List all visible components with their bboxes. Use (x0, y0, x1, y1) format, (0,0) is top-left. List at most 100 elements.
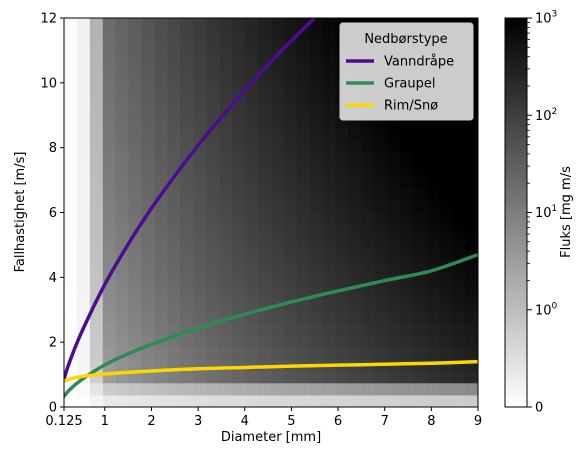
heatmap-cell (452, 163, 466, 177)
heatmap-cell (180, 200, 194, 214)
heatmap-cell (141, 54, 156, 68)
x-tick-label: 7 (381, 414, 389, 429)
heatmap-cell (102, 188, 117, 201)
heatmap-cell (258, 382, 272, 396)
heatmap-cell (400, 261, 414, 274)
heatmap-cell (296, 261, 311, 274)
heatmap-cell (89, 18, 104, 31)
heatmap-cell (219, 163, 233, 177)
heatmap-cell (154, 54, 169, 68)
heatmap-cell (413, 212, 427, 226)
heatmap-cell (296, 382, 311, 396)
heatmap-cell (193, 334, 207, 347)
heatmap-cell (309, 309, 324, 323)
heatmap-cell (245, 127, 259, 141)
heatmap-cell (167, 103, 182, 116)
heatmap-cell (322, 224, 337, 238)
heatmap-cell (219, 30, 233, 43)
heatmap-cell (465, 224, 478, 238)
heatmap-cell (296, 139, 311, 153)
heatmap-cell (439, 176, 453, 189)
heatmap-cell (141, 139, 156, 153)
heatmap-cell (348, 139, 363, 153)
heatmap-cell (335, 370, 350, 384)
heatmap-cell (296, 285, 311, 299)
heatmap-cell (89, 224, 104, 238)
heatmap-cell (322, 163, 337, 177)
heatmap-cell (374, 163, 389, 177)
heatmap-cell (76, 346, 91, 359)
heatmap-cell (206, 151, 220, 165)
heatmap-cell (76, 163, 91, 177)
heatmap-cell (452, 139, 466, 153)
heatmap-cell (387, 370, 401, 384)
heatmap-cell (167, 151, 182, 165)
heatmap-cell (465, 285, 478, 299)
heatmap-cell (167, 394, 182, 407)
heatmap-cell (232, 42, 246, 56)
heatmap-cell (258, 321, 272, 335)
heatmap-cell (258, 261, 272, 274)
heatmap-cell (141, 66, 156, 80)
heatmap-cell (348, 127, 363, 141)
heatmap-cell (128, 394, 143, 407)
heatmap-cell (141, 103, 156, 116)
heatmap-cell (283, 115, 298, 129)
heatmap-cell (258, 115, 272, 129)
heatmap-cell (335, 261, 350, 274)
heatmap-cell (361, 394, 376, 407)
heatmap-cell (102, 115, 117, 129)
heatmap-cell (439, 212, 453, 226)
heatmap-cell (193, 151, 207, 165)
heatmap-cell (102, 297, 117, 311)
heatmap-cell (258, 212, 272, 226)
heatmap-cell (89, 42, 104, 56)
heatmap-cell (76, 248, 91, 262)
heatmap-cell (154, 212, 169, 226)
heatmap-cell (322, 236, 337, 250)
colorbar-tick-label: 101 (535, 204, 557, 221)
heatmap-cell (400, 248, 414, 262)
heatmap-cell (258, 236, 272, 250)
heatmap-cell (413, 236, 427, 250)
heatmap-cell (465, 139, 478, 153)
heatmap-cell (206, 18, 220, 31)
y-tick-label: 10 (40, 76, 57, 91)
heatmap-cell (426, 236, 440, 250)
heatmap-cell (154, 90, 169, 104)
heatmap-cell (180, 297, 194, 311)
heatmap-cell (400, 188, 414, 201)
heatmap-cell (322, 139, 337, 153)
heatmap-cell (245, 200, 259, 214)
heatmap-cell (193, 297, 207, 311)
heatmap-cell (102, 90, 117, 104)
heatmap-cell (206, 90, 220, 104)
heatmap-cell (154, 200, 169, 214)
heatmap-cell (271, 236, 285, 250)
heatmap-cell (180, 163, 194, 177)
heatmap-cell (141, 78, 156, 92)
heatmap-cell (322, 188, 337, 201)
heatmap-cell (154, 285, 169, 299)
heatmap-cell (102, 18, 117, 31)
heatmap-cell (232, 370, 246, 384)
heatmap-cell (283, 346, 298, 359)
heatmap-cell (232, 18, 246, 31)
heatmap-cell (154, 236, 169, 250)
heatmap-cell (128, 382, 143, 396)
heatmap-cell (64, 90, 78, 104)
heatmap-cell (413, 382, 427, 396)
heatmap-cell (76, 176, 91, 189)
heatmap-cell (374, 224, 389, 238)
heatmap-cell (348, 273, 363, 287)
heatmap-cell (180, 346, 194, 359)
heatmap-cell (452, 236, 466, 250)
heatmap-cell (154, 297, 169, 311)
heatmap-cell (219, 176, 233, 189)
heatmap-cell (115, 30, 130, 43)
heatmap-cell (322, 248, 337, 262)
heatmap-cell (89, 346, 104, 359)
heatmap-cell (167, 115, 182, 129)
heatmap-cell (219, 261, 233, 274)
heatmap-cell (167, 127, 182, 141)
